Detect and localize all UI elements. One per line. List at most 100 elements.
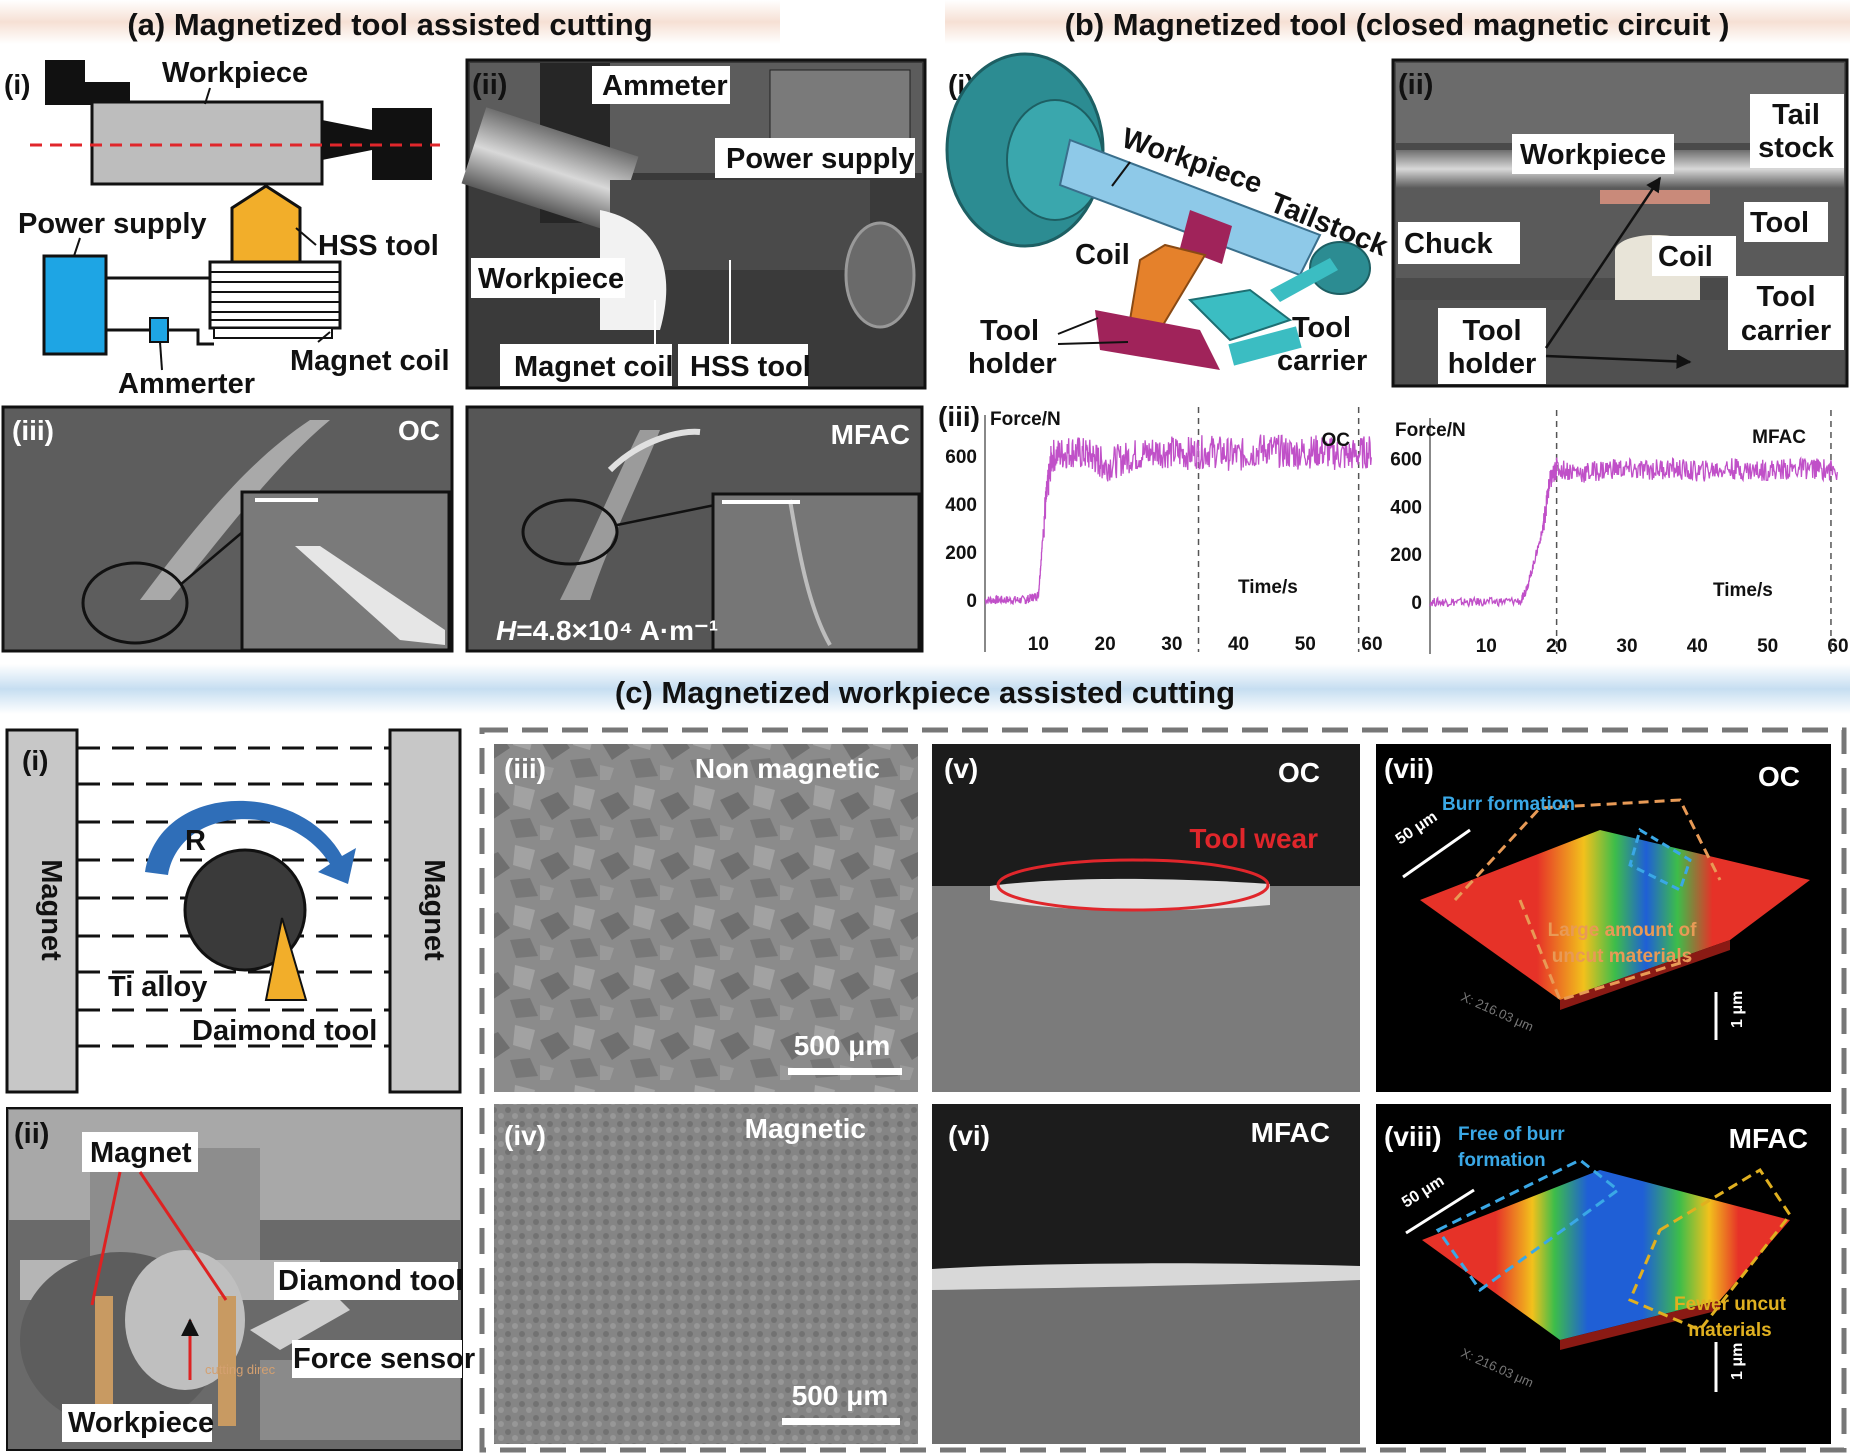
force-trace-oc <box>984 434 1372 606</box>
y-tick-oc-400: 400 <box>945 495 977 516</box>
panel-c-vi-sem: (vi) MFAC <box>932 1104 1360 1444</box>
field-h-symbol: H <box>496 615 517 646</box>
panel-c-title: (c) Magnetized workpiece assisted cuttin… <box>615 675 1235 710</box>
label-force-sensor-c-ii: Force sensor <box>293 1343 475 1375</box>
label-oc-a-iii: OC <box>398 415 440 446</box>
label-mfac-c-vi: MFAC <box>1251 1117 1330 1148</box>
panel-a-iii-sem-oc: (iii) OC <box>1 405 454 653</box>
tailstock-center-shape <box>322 120 372 160</box>
label-free-burr-2: formation <box>1458 1150 1546 1171</box>
force-chart-oc: 0 200 400 600 10 20 30 40 50 60 Force/N Time/s OC <box>945 407 1383 655</box>
panel-tag-c-iv: (iv) <box>504 1120 546 1151</box>
label-magnet-c-ii: Magnet <box>90 1137 192 1169</box>
label-workpiece-c-ii: Workpiece <box>68 1407 214 1439</box>
panel-b-title-band <box>945 0 1850 44</box>
label-power-supply-a-ii: Power supply <box>726 143 915 175</box>
y-tick-mfac-400: 400 <box>1390 497 1422 518</box>
y-tick-oc-0: 0 <box>966 591 977 612</box>
label-non-magnetic: Non magnetic <box>695 753 880 784</box>
y-label-oc: Force/N <box>990 409 1061 430</box>
label-rotation-r: R <box>185 825 206 857</box>
label-chuck-b-ii: Chuck <box>1404 228 1494 260</box>
label-tool-carrier-b-i-2: carrier <box>1277 345 1367 377</box>
y-tick-mfac-0: 0 <box>1411 593 1422 614</box>
panel-c: (c) Magnetized workpiece assisted cuttin… <box>0 664 1850 1453</box>
panel-c-title-band <box>0 664 1850 714</box>
panel-b: (b) Magnetized tool (closed magnetic cir… <box>938 0 1850 657</box>
panel-a-i-schematic: (i) Workpiece HSS tool Magnet coil <box>4 57 450 400</box>
label-oc-c-v: OC <box>1278 757 1320 788</box>
label-ti-alloy: Ti alloy <box>108 971 207 1003</box>
y-tick-oc-200: 200 <box>945 543 977 564</box>
hss-tool-shape <box>230 184 302 264</box>
label-tool-carrier-b-ii-2: carrier <box>1741 315 1831 347</box>
surface-map-mfac <box>1422 1170 1790 1340</box>
label-magnet-left: Magnet <box>35 859 67 961</box>
label-diamond-tool-c-ii: Diamond tool <box>278 1265 463 1297</box>
panel-a-title: (a) Magnetized tool assisted cutting <box>127 7 652 42</box>
tool-wear-ellipse <box>996 858 1270 912</box>
label-tool-holder-b-ii-1: Tool <box>1462 315 1521 347</box>
leader-workpiece-a-i <box>204 87 211 105</box>
label-cutting-direction: cutting direc <box>205 1362 276 1377</box>
label-free-burr-1: Free of burr <box>1458 1124 1565 1145</box>
label-hss-tool-a-i: HSS tool <box>318 230 439 262</box>
x-tick-mfac-60: 60 <box>1827 636 1848 657</box>
panel-tag-b-iii: (iii) <box>938 401 980 432</box>
leader-ammeter <box>159 341 163 371</box>
label-uncut-2: uncut materials <box>1552 946 1692 967</box>
label-ammeter-a-i: Ammerter <box>118 368 255 400</box>
leader-magnet-coil <box>317 331 331 343</box>
x-tick-oc-40: 40 <box>1228 634 1249 655</box>
label-fewer-uncut-2: materials <box>1688 1320 1771 1341</box>
power-supply-shape <box>42 254 108 356</box>
y-label-mfac: Force/N <box>1395 420 1466 441</box>
scale-z-c-vii: 1 μm <box>1729 991 1746 1028</box>
tool-carrier-shape <box>1187 288 1293 342</box>
panel-a-ii-photo: (ii) Ammeter Power supply Workpiece Magn… <box>461 58 927 390</box>
y-tick-mfac-600: 600 <box>1390 450 1422 471</box>
label-coil-b-ii: Coil <box>1658 241 1713 273</box>
dashed-group-frame <box>479 727 1847 1453</box>
panel-b-i-schematic: (i) Workpiece Tailstock Coil Tool holder… <box>945 52 1393 380</box>
ti-alloy-disc <box>183 848 307 972</box>
tool-wear-band <box>990 878 1270 911</box>
scale-c-iii: 500 μm <box>794 1030 891 1061</box>
panel-tag-c-i: (i) <box>22 745 48 776</box>
x-label-mfac: Time/s <box>1713 580 1773 601</box>
micrograph-non-magnetic <box>494 744 918 1092</box>
label-tail-stock-b-ii-1: Tail <box>1772 99 1820 131</box>
x-tick-oc-30: 30 <box>1161 634 1182 655</box>
zoom-circle-mfac <box>521 498 619 566</box>
panel-c-v-sem: (v) OC Tool wear <box>932 744 1360 1092</box>
label-oc-c-vii: OC <box>1758 761 1800 792</box>
label-workpiece-a-i: Workpiece <box>162 57 308 89</box>
label-workpiece-b-ii: Workpiece <box>1520 139 1666 171</box>
x-tick-oc-50: 50 <box>1295 634 1316 655</box>
rotation-arrow-icon <box>145 800 356 884</box>
label-fewer-uncut-1: Fewer uncut <box>1674 1294 1787 1315</box>
scale-bar-c-iii <box>788 1068 902 1075</box>
chart-title-oc: OC <box>1322 430 1351 451</box>
leader-power-supply <box>73 237 81 257</box>
tool-holder-shape <box>1095 310 1220 370</box>
x-tick-oc-10: 10 <box>1028 634 1049 655</box>
panel-a-title-band <box>0 0 780 44</box>
label-mfac-a-iii: MFAC <box>831 419 910 450</box>
micrograph-magnetic <box>494 1104 918 1444</box>
cutting-edge-band <box>932 1263 1360 1290</box>
label-mfac-c-viii: MFAC <box>1729 1123 1808 1154</box>
zoom-circle-oc <box>81 561 189 645</box>
label-tool-holder-b-i-2: holder <box>968 348 1057 380</box>
panel-a-iii-sem-mfac: MFAC H=4.8×10⁴ A·m⁻¹ <box>465 405 924 653</box>
scale-bar-c-iv <box>782 1418 900 1425</box>
inset-mfac <box>711 492 921 652</box>
panel-tag-c-v: (v) <box>944 753 978 784</box>
panel-tag-c-viii: (viii) <box>1384 1121 1442 1152</box>
label-hss-tool-a-ii: HSS tool <box>690 351 811 383</box>
chuck-jaw-shape <box>45 60 130 105</box>
label-coil-b-i: Coil <box>1075 239 1130 271</box>
panel-c-iv-micrograph: (iv) Magnetic 500 μm <box>494 1104 918 1444</box>
label-tool-wear: Tool wear <box>1189 823 1318 854</box>
diamond-tool-shape <box>264 917 308 1001</box>
